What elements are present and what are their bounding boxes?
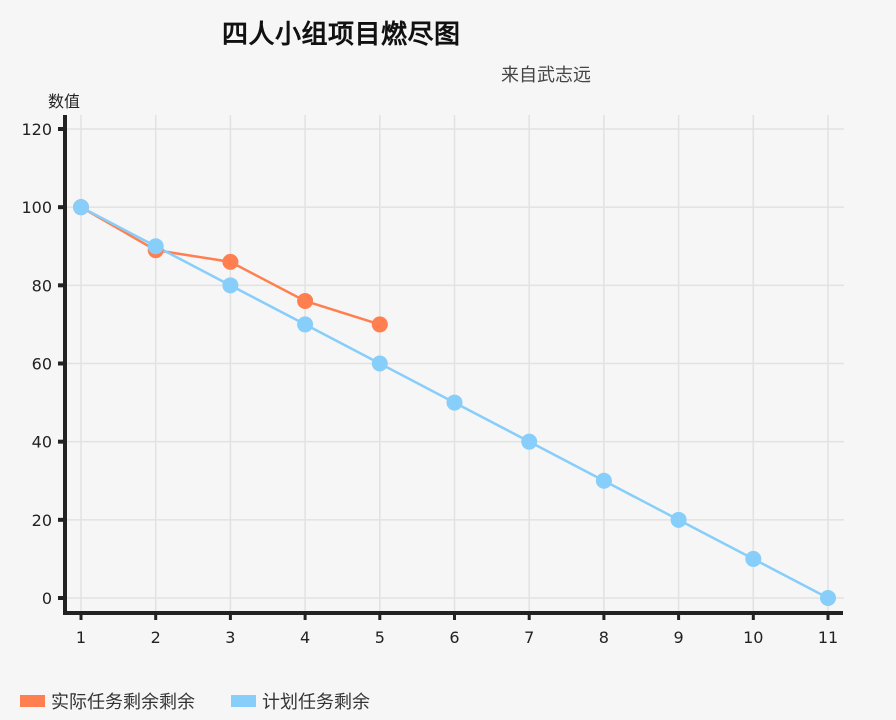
data-point-marker[interactable] xyxy=(73,199,89,216)
x-tick-label: 5 xyxy=(375,628,385,647)
x-tick-label: 9 xyxy=(674,628,684,647)
data-point-marker[interactable] xyxy=(745,550,762,567)
chart-subtitle: 来自武志远 xyxy=(501,65,591,86)
data-point-marker[interactable] xyxy=(222,253,239,270)
y-tick-label: 120 xyxy=(21,120,52,139)
x-tick-label: 3 xyxy=(225,628,235,647)
y-axis-label: 数值 xyxy=(48,92,80,111)
data-point-marker[interactable] xyxy=(820,590,836,606)
y-tick-label: 60 xyxy=(32,355,52,374)
x-tick-label: 6 xyxy=(449,628,459,647)
y-tick-label: 40 xyxy=(32,433,52,452)
legend-item-planned[interactable]: 计划任务剩余 xyxy=(231,688,370,714)
legend-swatch-actual xyxy=(20,695,45,707)
x-tick-label: 1 xyxy=(76,628,86,647)
x-tick-label: 2 xyxy=(151,628,161,647)
data-point-marker[interactable] xyxy=(297,316,314,333)
y-tick-label: 100 xyxy=(21,198,52,217)
data-point-marker[interactable] xyxy=(297,292,314,309)
legend-label-planned: 计划任务剩余 xyxy=(262,692,370,713)
x-tick-label: 11 xyxy=(818,628,838,647)
data-point-marker[interactable] xyxy=(147,238,164,255)
y-tick-label: 0 xyxy=(42,589,52,608)
x-tick-label: 10 xyxy=(743,628,763,647)
chart-title: 四人小组项目燃尽图 xyxy=(222,20,461,50)
data-point-marker[interactable] xyxy=(371,316,388,333)
data-point-marker[interactable] xyxy=(222,277,239,294)
legend-label-actual: 实际任务剩余剩余 xyxy=(51,692,195,713)
data-point-marker[interactable] xyxy=(446,394,463,411)
x-tick-label: 7 xyxy=(524,628,534,647)
data-point-marker[interactable] xyxy=(595,472,612,489)
data-point-marker[interactable] xyxy=(371,355,388,372)
x-tick-label: 8 xyxy=(599,628,609,647)
y-tick-label: 80 xyxy=(32,276,52,295)
x-tick-label: 4 xyxy=(300,628,310,647)
chart-legend: 实际任务剩余剩余 计划任务剩余 xyxy=(20,688,370,714)
data-point-marker[interactable] xyxy=(521,433,538,450)
legend-swatch-planned xyxy=(231,695,256,707)
data-point-marker[interactable] xyxy=(670,511,687,528)
legend-item-actual[interactable]: 实际任务剩余剩余 xyxy=(20,688,195,714)
y-tick-label: 20 xyxy=(32,511,52,530)
